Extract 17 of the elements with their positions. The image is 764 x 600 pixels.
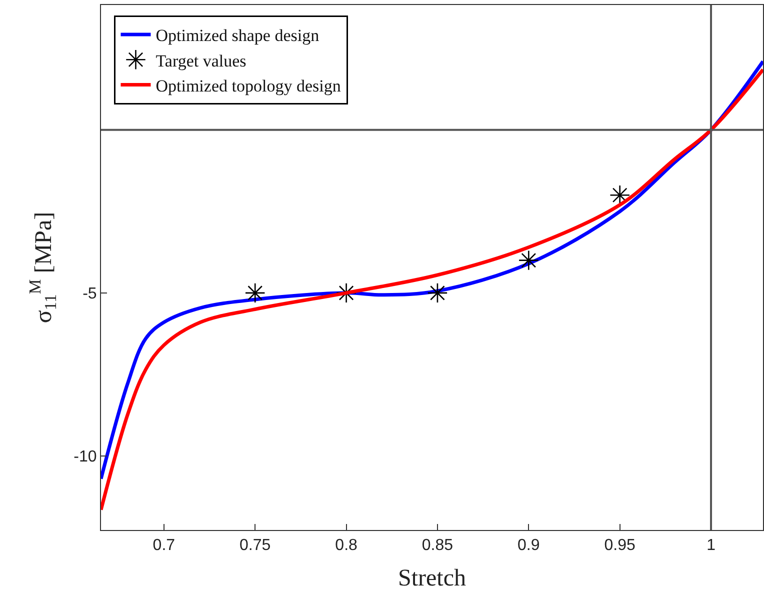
point (610, 184, 630, 206)
x-tick-label: 0.75 (240, 537, 271, 554)
legend-label: Optimized topology design (156, 76, 342, 96)
x-axis-title: Stretch (398, 566, 466, 592)
y-tick-label: -5 (82, 286, 97, 303)
y-tick-label: -10 (74, 448, 97, 466)
x-tick-label: 0.85 (422, 537, 454, 554)
x-tick-label: 0.8 (335, 537, 358, 554)
point (244, 282, 266, 304)
x-tick-label: 0.9 (518, 537, 540, 554)
point (427, 282, 448, 304)
x-tick-label: 0.7 (152, 537, 176, 554)
point (518, 250, 539, 271)
x-tick-label: 1 (706, 537, 716, 554)
legend-label: Optimized shape design (156, 26, 320, 46)
x-tick-label: 0.95 (604, 537, 636, 554)
legend-label: Target values (156, 51, 246, 70)
